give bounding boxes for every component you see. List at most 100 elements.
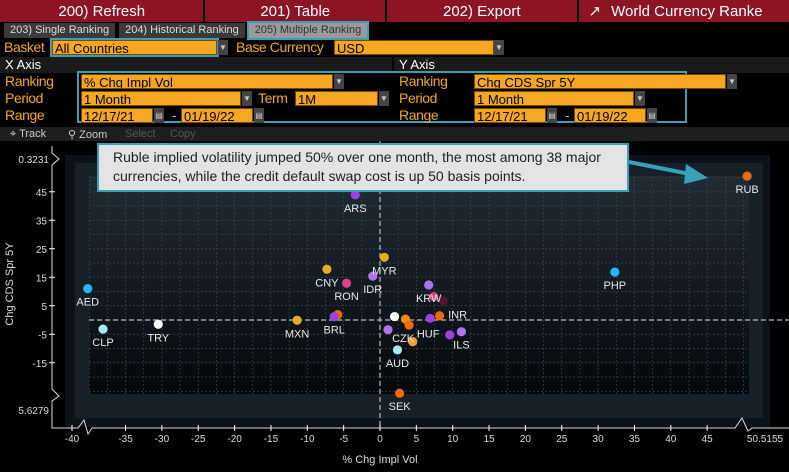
x-tick-label: -15: [264, 434, 279, 445]
y-tick-label: 5: [41, 302, 47, 313]
y-range-from[interactable]: 12/17/21: [474, 108, 546, 123]
x-ranking-select[interactable]: % Chg Impl Vol: [81, 74, 333, 89]
point-label: MXN: [285, 328, 310, 340]
x-tick-label: 15: [483, 434, 495, 445]
y-period-select[interactable]: 1 Month: [474, 91, 634, 106]
calendar-icon[interactable]: ▤: [647, 108, 657, 123]
x-tick-label: 50.5155: [747, 434, 784, 445]
axis-settings-highlight: [77, 71, 687, 123]
calendar-icon[interactable]: ▤: [547, 108, 557, 123]
x-period-select[interactable]: 1 Month: [81, 91, 241, 106]
data-point: [383, 325, 393, 335]
table-button[interactable]: 201) Table: [205, 0, 385, 22]
x-range-from[interactable]: 12/17/21: [81, 108, 153, 123]
export-button[interactable]: 202) Export: [387, 0, 577, 22]
data-point: [395, 388, 405, 398]
tab-bar: 203) Single Ranking 204) Historical Rank…: [4, 21, 370, 40]
chevron-down-icon[interactable]: ▼: [379, 91, 389, 106]
x-range-label: Range: [5, 107, 45, 123]
track-button[interactable]: ⌖ Track: [10, 128, 47, 140]
refresh-button[interactable]: 200) Refresh: [0, 0, 204, 22]
chevron-down-icon[interactable]: ▼: [494, 40, 504, 55]
x-tick-label: -30: [155, 434, 170, 445]
arrow-icon: [628, 160, 708, 184]
x-tick-label: 40: [665, 434, 677, 445]
y-range-label: Range: [399, 107, 439, 123]
world-currency-ranker-button[interactable]: ↗ World Currency Ranke: [578, 0, 789, 22]
basket-label: Basket: [4, 39, 45, 55]
zoom-button[interactable]: ⚲ Zoom: [68, 129, 108, 141]
calendar-icon[interactable]: ▤: [154, 108, 164, 123]
y-ranking-label: Ranking: [399, 73, 448, 89]
point-label: MYR: [372, 265, 397, 277]
data-point: [610, 267, 620, 277]
point-label: AUD: [386, 358, 409, 370]
term-select[interactable]: 1M: [295, 91, 378, 106]
point-label: TRY: [147, 332, 169, 344]
x-axis-title: % Chg Impl Vol: [342, 454, 417, 466]
app-title: World Currency Ranke: [611, 2, 763, 20]
external-link-icon: ↗: [588, 3, 602, 20]
y-period-label: Period: [399, 90, 438, 106]
tab-single-ranking[interactable]: 203) Single Ranking: [4, 23, 116, 38]
y-tick-label: 5.6279: [18, 406, 49, 417]
chevron-down-icon[interactable]: ▼: [218, 40, 228, 55]
calendar-icon[interactable]: ▤: [254, 108, 264, 123]
y-range-to[interactable]: 01/19/22: [574, 108, 646, 123]
data-point: [83, 284, 93, 294]
chevron-down-icon[interactable]: ▼: [635, 91, 645, 106]
y-tick-label: 0.3231: [18, 155, 49, 166]
point-label: INR: [448, 310, 467, 322]
select-button[interactable]: Select: [125, 128, 156, 140]
x-axis-header: X Axis: [0, 57, 392, 73]
data-point: [429, 292, 439, 302]
chevron-down-icon[interactable]: ▼: [334, 74, 344, 89]
y-tick-label: -15: [33, 359, 48, 370]
data-point: [438, 296, 448, 306]
data-point: [329, 311, 339, 322]
data-point: [389, 311, 400, 322]
chart-toolbar: ⌖ Track ⚲ Zoom Select Copy: [0, 127, 789, 141]
point-label: CNY: [315, 277, 339, 289]
chevron-down-icon[interactable]: ▼: [727, 74, 737, 89]
point-label: RON: [334, 291, 359, 303]
chevron-down-icon[interactable]: ▼: [242, 91, 252, 106]
data-point: [98, 324, 108, 334]
x-tick-label: -35: [118, 434, 133, 445]
x-tick-label: 0: [377, 434, 383, 445]
data-point: [424, 280, 434, 290]
data-point: [350, 190, 360, 200]
y-tick-label: 15: [36, 273, 48, 284]
point-label: SEK: [389, 401, 412, 413]
x-tick-label: -40: [65, 434, 80, 445]
y-tick-label: 35: [36, 216, 48, 227]
plot-area: [89, 176, 749, 394]
data-point: [322, 264, 332, 274]
x-period-label: Period: [5, 90, 44, 106]
x-tick-label: 10: [447, 434, 459, 445]
point-label: ARS: [344, 203, 367, 215]
basket-select[interactable]: All Countries: [50, 38, 219, 57]
point-label: HUF: [417, 328, 440, 340]
tab-historical-ranking[interactable]: 204) Historical Ranking: [119, 23, 245, 38]
point-label: PHP: [604, 280, 627, 292]
tab-multiple-ranking[interactable]: 205) Multiple Ranking: [246, 21, 370, 40]
range-separator: -: [172, 108, 177, 123]
x-tick-label: -5: [339, 434, 348, 445]
x-range-to[interactable]: 01/19/22: [181, 108, 253, 123]
base-currency-label: Base Currency: [236, 39, 324, 55]
scatter-chart: -40 -35 -30 -25 -20 -15 -10 -5 0 5 10 15 20 25 30 35 40 4…: [4, 141, 789, 466]
y-ranking-select[interactable]: Chg CDS Spr 5Y: [474, 74, 726, 89]
range-separator: -: [565, 108, 570, 123]
copy-button[interactable]: Copy: [170, 128, 196, 140]
y-tick-label: 25: [36, 245, 48, 256]
point-label: CZK: [392, 333, 415, 345]
data-point: [425, 313, 435, 323]
y-tick-label: 45: [36, 188, 48, 199]
x-tick-label: 20: [520, 434, 532, 445]
data-point: [292, 315, 302, 325]
base-currency-select[interactable]: USD: [334, 40, 494, 55]
data-point: [435, 311, 445, 321]
y-tick-label: -5: [38, 330, 47, 341]
point-label: CLP: [92, 337, 113, 349]
